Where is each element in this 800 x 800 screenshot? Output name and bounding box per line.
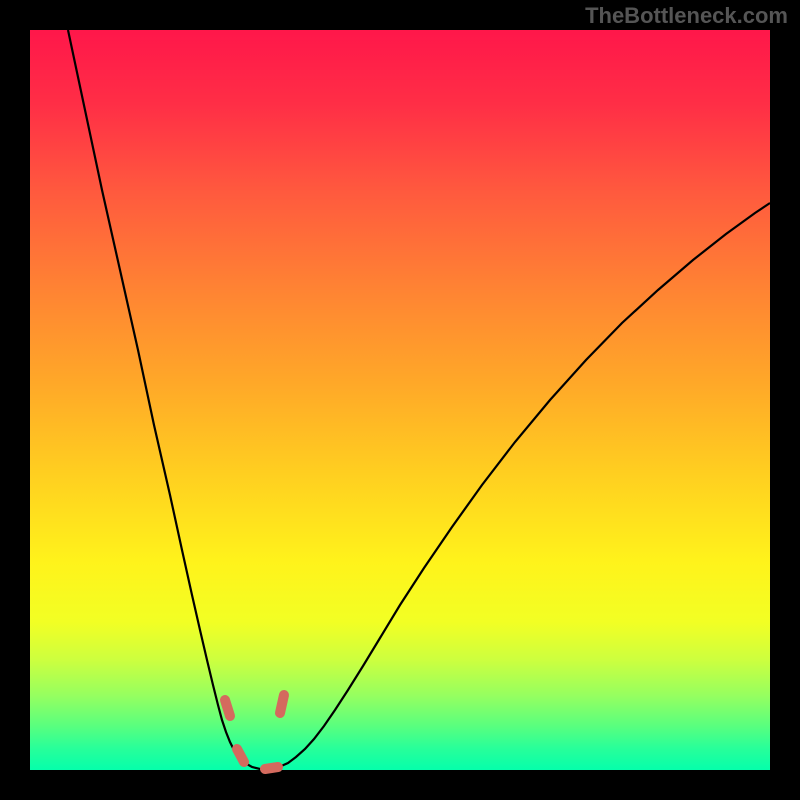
bottleneck-curve [68, 30, 770, 769]
accent-segment [265, 767, 278, 769]
watermark-text: TheBottleneck.com [585, 3, 788, 29]
curve-layer [30, 30, 770, 770]
accent-group [225, 695, 284, 769]
accent-segment [225, 700, 230, 716]
chart-frame: TheBottleneck.com [0, 0, 800, 800]
plot-area [30, 30, 770, 770]
accent-segment [237, 749, 244, 762]
accent-segment [280, 695, 284, 713]
